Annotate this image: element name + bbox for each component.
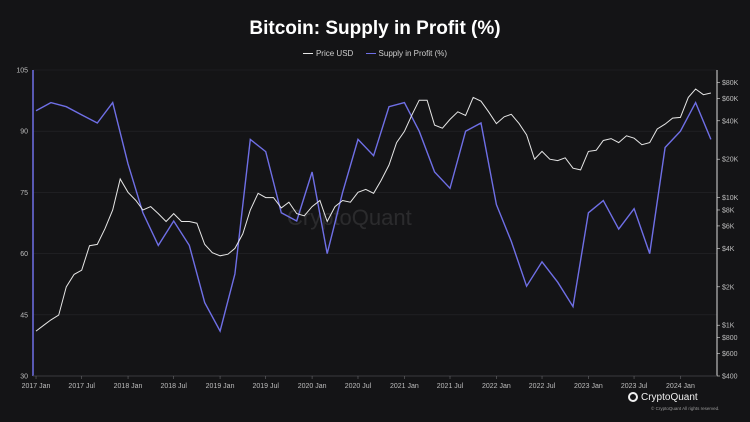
x-tick-label: 2021 Jul (437, 383, 464, 390)
left-tick-label: 90 (20, 129, 28, 136)
price-swatch (302, 53, 313, 55)
x-tick-label: 2024 Jan (666, 383, 695, 390)
right-tick-label: $10K (722, 195, 739, 202)
brand: CryptoQuant (628, 392, 698, 403)
legend-price-label: Price USD (315, 49, 354, 58)
left-tick-label: 45 (20, 312, 28, 319)
legend-item-supply[interactable]: Supply in Profit (%) (365, 49, 448, 58)
legend-supply-label: Supply in Profit (%) (378, 49, 448, 58)
right-tick-label: $8K (722, 207, 735, 214)
x-tick-label: 2021 Jan (390, 383, 419, 390)
grid (33, 69, 717, 316)
x-tick-label: 2023 Jul (621, 383, 648, 390)
x-tick-label: 2022 Jul (529, 383, 556, 390)
copyright: © CryptoQuant All rights reserved. (651, 406, 720, 411)
right-tick-label: $2K (722, 284, 735, 291)
legend-item-price[interactable]: Price USD (302, 49, 354, 58)
watermark: CryptoQuant (287, 205, 412, 230)
right-tick-label: $6K (722, 223, 735, 230)
right-tick-label: $20K (722, 157, 739, 164)
right-tick-label: $4K (722, 246, 735, 253)
right-tick-label: $40K (722, 118, 739, 125)
left-axis: 30 45 60 75 90 105 (16, 68, 34, 381)
right-tick-label: $800 (722, 335, 738, 342)
left-tick-label: 60 (20, 251, 28, 258)
chart-title: Bitcoin: Supply in Profit (%) (249, 18, 501, 39)
left-tick-label: 105 (16, 68, 28, 75)
right-tick-label: $60K (722, 96, 739, 103)
supply-swatch (365, 53, 376, 55)
x-tick-label: 2023 Jan (574, 383, 603, 390)
right-tick-label: $400 (722, 374, 738, 381)
x-tick-label: 2018 Jul (160, 383, 187, 390)
x-tick-label: 2017 Jul (68, 383, 95, 390)
right-tick-label: $600 (722, 351, 738, 358)
x-tick-label: 2022 Jan (482, 383, 511, 390)
supply-series-line (35, 100, 712, 333)
x-tick-label: 2018 Jan (114, 383, 143, 390)
price-series-line (35, 88, 712, 332)
legend: Price USD Supply in Profit (%) (0, 49, 750, 58)
x-axis: 2017 Jan 2017 Jul 2018 Jan 2018 Jul 2019 Jan… (22, 375, 717, 390)
x-tick-label: 2019 Jan (206, 383, 235, 390)
right-tick-label: $1K (722, 323, 735, 330)
left-tick-label: 30 (20, 374, 28, 381)
right-tick-label: $80K (722, 80, 739, 87)
brand-name: CryptoQuant (641, 392, 698, 403)
x-tick-label: 2020 Jul (345, 383, 372, 390)
x-tick-label: 2017 Jan (22, 383, 51, 390)
x-tick-label: 2020 Jan (298, 383, 327, 390)
right-axis: $400 $600 $800 $1K $2K $4K $6K $8K $10K $20K $40K $… (716, 70, 739, 381)
x-tick-label: 2019 Jul (252, 383, 279, 390)
cryptoquant-logo-icon (628, 392, 638, 403)
left-tick-label: 75 (20, 190, 28, 197)
